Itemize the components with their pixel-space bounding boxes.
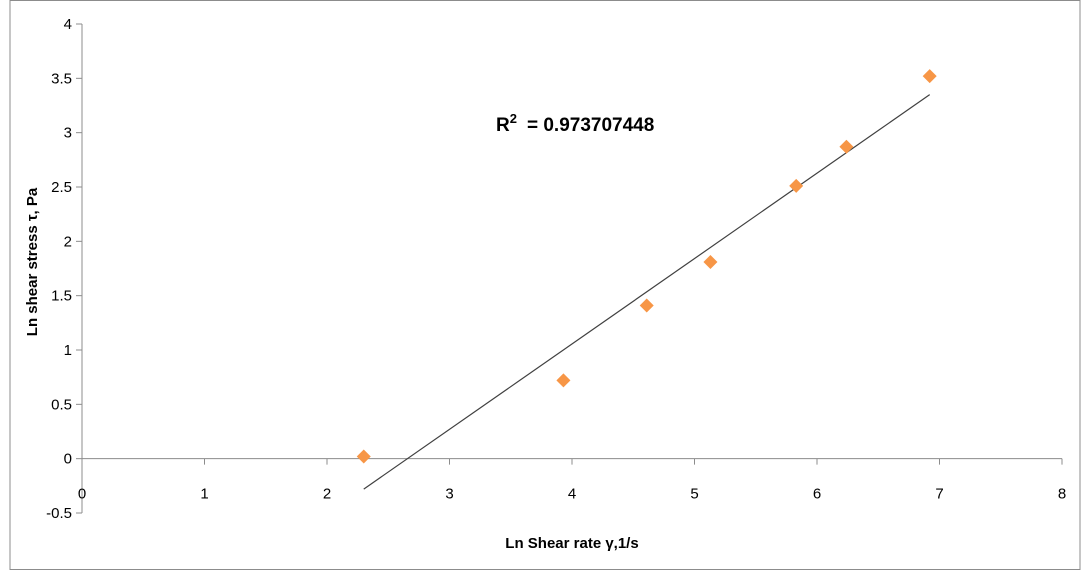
x-axis-title: Ln Shear rate γ,1/s (505, 535, 638, 552)
y-tick-label: 2 (64, 233, 72, 250)
annotation-r-superscript: 2 (510, 111, 517, 126)
y-tick-label: 3.5 (51, 70, 72, 87)
y-tick-label: 1 (64, 342, 72, 359)
annotation-r-letter: R (496, 115, 510, 136)
data-point (703, 254, 718, 269)
y-tick-label: 2.5 (51, 179, 72, 196)
y-tick-label: 0 (64, 451, 72, 468)
x-tick-label: 2 (323, 486, 331, 503)
data-points (356, 69, 937, 464)
x-tick-label: 1 (200, 486, 208, 503)
x-tick-label: 7 (935, 486, 943, 503)
y-tick-label: 1.5 (51, 288, 72, 305)
data-point (789, 178, 804, 193)
annotation-r-value: = 0.973707448 (527, 115, 654, 136)
axes (76, 23, 1063, 514)
y-tick-label: -0.5 (46, 505, 72, 522)
x-tick-label: 4 (568, 486, 576, 503)
x-tick-label: 6 (813, 486, 821, 503)
x-tick-label: 8 (1058, 486, 1066, 503)
y-tick-label: 4 (64, 16, 72, 33)
data-point (556, 373, 571, 388)
data-point (839, 139, 854, 154)
y-tick-label: 3 (64, 125, 72, 142)
data-point (639, 298, 654, 313)
data-point (922, 69, 937, 84)
data-point (356, 449, 371, 464)
x-tick-label: 3 (445, 486, 453, 503)
x-tick-label: 0 (78, 486, 86, 503)
x-tick-label: 5 (690, 486, 698, 503)
y-axis-title: Ln shear stress τ, Pa (24, 187, 41, 336)
trendline (363, 94, 931, 490)
annotation-r-squared: R2 = 0.973707448 (496, 111, 654, 136)
x-tick-labels: 0 1 2 3 4 5 6 7 8 (78, 486, 1066, 503)
y-tick-labels: -0.5 0 0.5 1 1.5 2 2.5 3 3.5 4 (46, 16, 72, 522)
trendline-group (363, 94, 931, 490)
chart-border (9, 0, 1081, 570)
y-tick-label: 0.5 (51, 396, 72, 413)
